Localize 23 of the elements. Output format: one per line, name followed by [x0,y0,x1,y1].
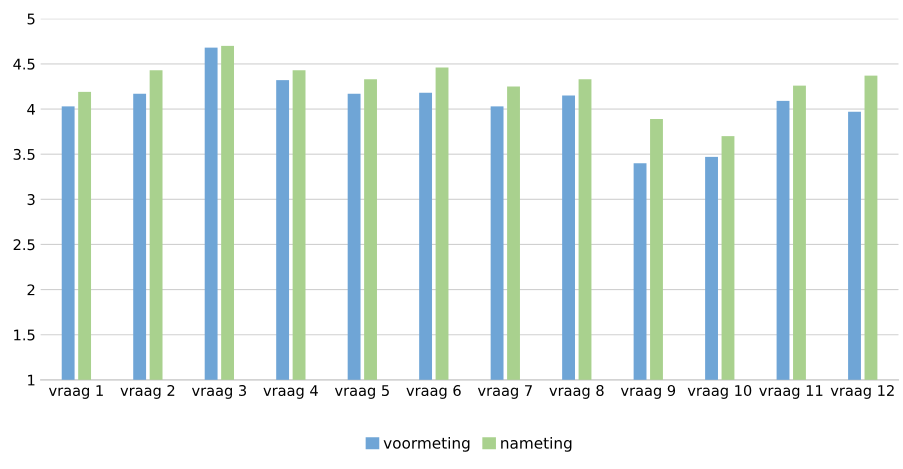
x-tick-label: vraag 5 [334,385,389,399]
y-tick-label: 3.5 [14,148,34,160]
x-tick-label: vraag 2 [120,385,174,399]
legend-label: voormeting [384,436,470,452]
x-tick-label: vraag 7 [478,385,532,399]
x-tick-label: vraag 3 [192,385,246,399]
x-tick-label: vraag 1 [48,385,103,399]
legend-label: nameting [501,436,572,452]
x-tick-label: vraag 10 [688,385,752,399]
y-tick-label: 1 [28,374,34,386]
y-tick-label: 2 [28,284,34,296]
x-tick-label: vraag 4 [263,385,318,399]
y-tick-label: 5 [28,14,34,25]
y-tick-label: 3 [28,194,35,206]
y-tick-label: 2.5 [14,239,34,250]
x-tick-label: vraag 6 [406,385,461,399]
x-tick-label: vraag 8 [549,385,604,399]
x-tick-label: vraag 11 [759,385,822,399]
y-tick-label: 1.5 [14,330,34,340]
x-tick-label: vraag 12 [830,385,894,399]
x-tick-label: vraag 9 [620,385,676,399]
y-tick-label: 4 [27,104,35,115]
y-tick-label: 4.5 [13,58,34,70]
